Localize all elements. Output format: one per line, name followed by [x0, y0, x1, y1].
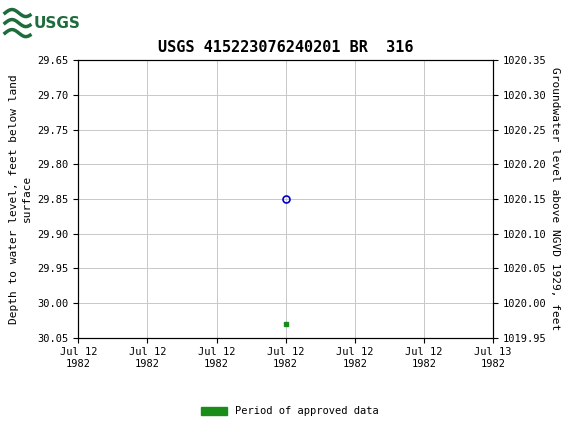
Y-axis label: Groundwater level above NGVD 1929, feet: Groundwater level above NGVD 1929, feet	[550, 67, 560, 331]
Legend: Period of approved data: Period of approved data	[197, 402, 383, 421]
Text: USGS: USGS	[34, 15, 81, 31]
Y-axis label: Depth to water level, feet below land
surface: Depth to water level, feet below land su…	[9, 74, 32, 324]
Title: USGS 415223076240201 BR  316: USGS 415223076240201 BR 316	[158, 40, 414, 55]
Bar	[4, 4, 56, 41]
